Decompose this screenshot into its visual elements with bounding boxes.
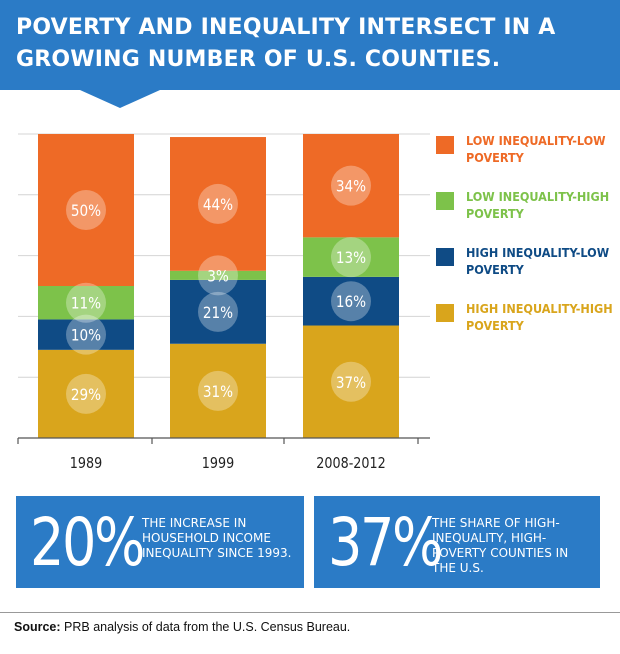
- data-label-bubble: [198, 291, 238, 332]
- bar-segment-high-inequality-low-poverty-2008-2012: [303, 276, 399, 326]
- bar-segment-low-inequality-low-poverty-2008-2012: [303, 134, 399, 238]
- x-tick-label: 1989: [70, 455, 102, 472]
- labels-layer: 29% 10% 11% 50% 31% 21% 3% 44% 37% 16% 13% 34%: [66, 165, 371, 414]
- legend-label: LOW INEQUALITY-HIGH POVERTY: [466, 189, 610, 221]
- data-label-bubble: [331, 237, 371, 278]
- bar-segment-low-inequality-low-poverty-1999: [170, 137, 266, 271]
- data-label: 31%: [203, 383, 233, 401]
- bar-segment-low-inequality-high-poverty-1989: [38, 286, 134, 320]
- stacked-bar-chart: 29% 10% 11% 50% 31% 21% 3% 44% 37% 16% 13% 34% 1989…: [17, 133, 430, 472]
- x-tick-label: 2008-2012: [316, 455, 385, 472]
- data-label-bubble: [66, 282, 106, 323]
- data-label: 11%: [71, 295, 101, 313]
- data-label-bubble: [198, 255, 238, 296]
- legend-label: LOW INEQUALITY-LOW POVERTY: [466, 133, 606, 165]
- stat-box-high-inequality-share: 37% THE SHARE OF HIGH-INEQUALITY, HIGH-P…: [314, 496, 600, 588]
- bar-segment-low-inequality-high-poverty-1999: [170, 270, 266, 280]
- stat-box-income-inequality: 20% THE INCREASE IN HOUSEHOLD INCOME INE…: [16, 496, 304, 588]
- data-label-bubble: [331, 165, 371, 206]
- source-note: Source: PRB analysis of data from the U.…: [14, 620, 350, 634]
- legend-label: HIGH INEQUALITY-HIGH POVERTY: [466, 301, 613, 333]
- data-label-bubble: [198, 183, 238, 224]
- stat-value: 37%: [328, 504, 443, 581]
- data-label: 16%: [336, 293, 366, 311]
- data-label: 37%: [336, 374, 366, 392]
- title-banner-shape: [0, 0, 620, 108]
- legend-swatch: [436, 248, 454, 266]
- source-text: PRB analysis of data from the U.S. Censu…: [64, 620, 351, 634]
- stat-description: THE INCREASE IN HOUSEHOLD INCOME INEQUAL…: [142, 516, 292, 560]
- data-label-bubble: [66, 190, 106, 230]
- bars-layer: [38, 134, 399, 438]
- bar-segment-high-inequality-low-poverty-1999: [170, 279, 266, 344]
- bar-segment-high-inequality-high-poverty-1999: [170, 343, 266, 438]
- stat-value: 20%: [30, 504, 145, 581]
- chart-legend: LOW INEQUALITY-LOW POVERTY LOW INEQUALIT…: [436, 132, 616, 356]
- page-title: POVERTY AND INEQUALITY INTERSECT IN A GR…: [16, 15, 556, 72]
- legend-item-high-inequality-high-poverty: HIGH INEQUALITY-HIGH POVERTY: [436, 300, 616, 356]
- legend-item-low-inequality-high-poverty: LOW INEQUALITY-HIGH POVERTY: [436, 188, 616, 244]
- data-label-bubble: [331, 361, 371, 402]
- data-label: 50%: [71, 202, 101, 220]
- data-label: 21%: [203, 304, 233, 322]
- bar-segment-low-inequality-low-poverty-1989: [38, 134, 134, 286]
- bar-segment-high-inequality-high-poverty-1989: [38, 349, 134, 438]
- data-label-bubble: [198, 370, 238, 411]
- legend-label: HIGH INEQUALITY-LOW POVERTY: [466, 245, 610, 277]
- bar-segment-high-inequality-high-poverty-2008-2012: [303, 325, 399, 438]
- x-tick-label: 1999: [202, 455, 234, 472]
- axis-layer: 1989 1999 2008-2012: [17, 437, 430, 472]
- data-label: 10%: [71, 327, 101, 345]
- legend-swatch: [436, 304, 454, 322]
- legend-item-high-inequality-low-poverty: HIGH INEQUALITY-LOW POVERTY: [436, 244, 616, 300]
- bar-segment-low-inequality-high-poverty-2008-2012: [303, 237, 399, 277]
- legend-swatch: [436, 136, 454, 154]
- source-label: Source:: [14, 620, 61, 634]
- bar-segment-high-inequality-low-poverty-1989: [38, 319, 134, 350]
- legend-swatch: [436, 192, 454, 210]
- data-label: 34%: [336, 178, 366, 196]
- data-label-bubble: [66, 373, 106, 414]
- data-label: 44%: [203, 196, 233, 214]
- data-label: 13%: [336, 249, 366, 267]
- data-label-bubble: [331, 281, 371, 322]
- source-divider: [0, 612, 620, 613]
- data-label: 3%: [207, 267, 229, 285]
- legend-item-low-inequality-low-poverty: LOW INEQUALITY-LOW POVERTY: [436, 132, 616, 188]
- stat-description: THE SHARE OF HIGH-INEQUALITY, HIGH-POVER…: [432, 516, 569, 575]
- title-banner: [0, 0, 620, 108]
- data-label: 29%: [71, 386, 101, 404]
- data-label-bubble: [66, 314, 106, 355]
